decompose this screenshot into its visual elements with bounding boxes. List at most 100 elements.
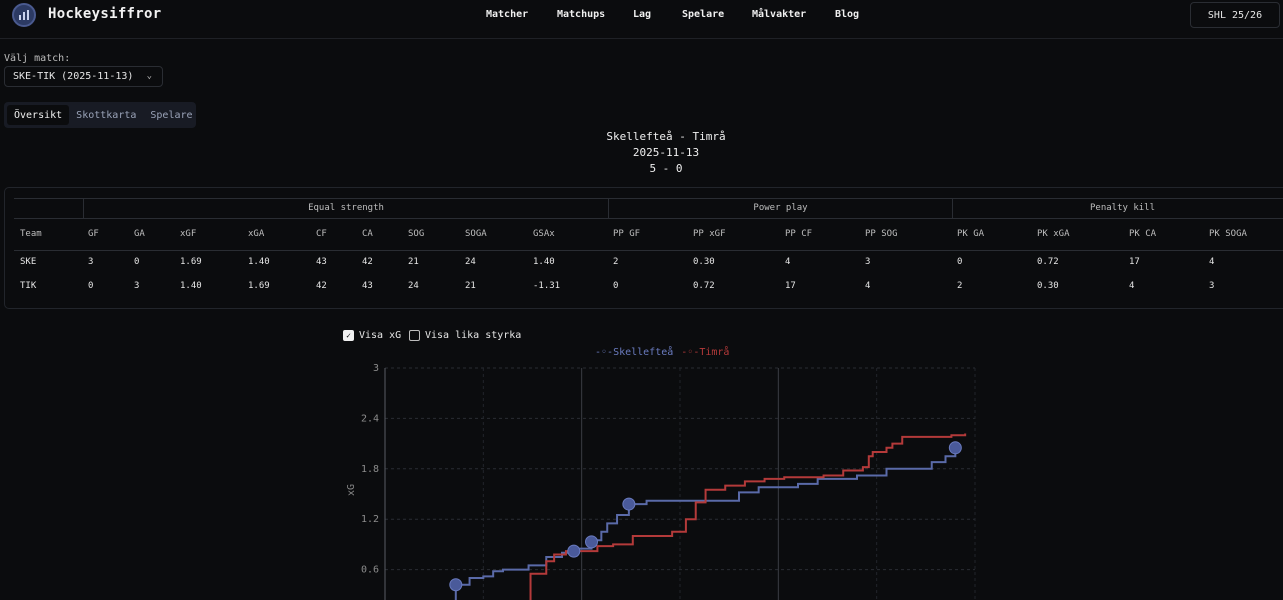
match-select[interactable]: SKE-TIK (2025-11-13) ⌄ [4,66,163,87]
column-header: PK xGA [1037,229,1070,239]
match-teams: Skellefteå - Timrå [606,130,726,143]
column-header: SOG [408,229,425,239]
chart-grid [384,367,976,600]
column-header: SOGA [465,229,487,239]
toggle-show-xg[interactable]: ✓ Visa xG [343,330,401,341]
chart-markers [449,441,962,592]
match-select-value: SKE-TIK (2025-11-13) [13,71,134,82]
legend-label-tik: Timrå [699,347,730,358]
stat-cell: 2 [957,281,963,291]
column-header: CF [316,229,327,239]
y-tick-label: 1.8 [361,464,379,475]
stat-cell: 0.72 [1037,257,1059,267]
stat-cell: 1.69 [248,281,270,291]
stat-cell: 21 [408,257,419,267]
stat-cell: 43 [362,281,373,291]
view-tabs: Översikt Skottkarta Spelare [4,102,196,128]
legend-label-ske: Skellefteå [613,347,674,358]
stat-cell: 0.30 [1037,281,1059,291]
legend-item-ske[interactable]: -◦- Skellefteå [595,347,674,358]
stat-cell: 43 [316,257,327,267]
stat-cell: 24 [465,257,476,267]
stat-cell: 4 [1129,281,1135,291]
stat-cell: 3 [88,257,94,267]
season-select[interactable]: SHL 25/26 [1190,2,1280,28]
column-header: GSAx [533,229,555,239]
column-header: PK CA [1129,229,1157,239]
stat-cell: 1.40 [248,257,270,267]
goal-marker [449,578,463,592]
nav-lag[interactable]: Lag [633,9,652,20]
stat-cell: 21 [465,281,476,291]
stat-cell: 0.30 [693,257,715,267]
y-axis-label: xG [346,484,357,496]
stat-cell: 1.69 [180,257,202,267]
nav-malvakter[interactable]: Målvakter [752,9,807,20]
column-header: CA [362,229,373,239]
column-header: PK GA [957,229,985,239]
logo-icon[interactable] [12,3,36,27]
y-tick-label: 1.2 [361,514,379,525]
group-penalty-kill: Penalty kill [952,198,1283,218]
team-cell: TIK [20,281,37,291]
nav-spelare[interactable]: Spelare [682,9,725,20]
goal-marker [585,535,598,549]
stat-cell: 4 [785,257,791,267]
stat-cell: 1.40 [180,281,202,291]
tab-spelare[interactable]: Spelare [150,109,193,121]
divider [14,250,1283,251]
checkbox-unchecked-icon[interactable] [409,330,420,341]
toggle-show-even-label: Visa lika styrka [425,330,522,341]
y-tick-label: 3 [373,363,379,374]
chart-lines [454,433,967,600]
stat-cell: 0 [134,257,140,267]
stat-cell: 3 [1209,281,1215,291]
match-score: 5 - 0 [649,162,683,175]
stat-cell: 24 [408,281,419,291]
toggle-show-xg-label: Visa xG [359,330,402,341]
stat-cell: 42 [362,257,373,267]
top-navbar: Hockeysiffror Matcher Matchups Lag Spela… [0,0,1283,39]
xg-chart: 0.6 1.2 1.8 2.4 3 xG [346,363,976,600]
column-header: GF [88,229,99,239]
series-line-tik [529,433,967,600]
stat-cell: 4 [1209,257,1215,267]
nav-matchups[interactable]: Matchups [557,9,606,20]
stats-card [4,187,1283,309]
column-header: xGA [248,229,265,239]
column-header: PP xGF [693,229,726,239]
nav-blog[interactable]: Blog [835,9,860,20]
group-power-play: Power play [608,198,952,218]
column-header: PK SOGA [1209,229,1247,239]
stat-cell: 1.40 [533,257,555,267]
divider [14,218,1283,219]
column-header: xGF [180,229,197,239]
column-header: PP GF [613,229,641,239]
column-header: PP CF [785,229,813,239]
match-date: 2025-11-13 [632,146,700,159]
group-equal-strength: Equal strength [83,198,608,218]
tab-skottkarta[interactable]: Skottkarta [76,109,137,121]
tab-oversikt[interactable]: Översikt [7,105,70,125]
stat-cell: 0 [957,257,963,267]
column-header: GA [134,229,145,239]
stat-cell: 42 [316,281,327,291]
y-tick-label: 2.4 [361,413,379,424]
goal-marker [622,497,636,511]
checkbox-checked-icon[interactable]: ✓ [343,330,354,341]
legend-item-tik[interactable]: -◦- Timrå [681,347,730,358]
match-select-label: Välj match: [4,53,71,64]
stat-cell: 2 [613,257,619,267]
stat-cell: 0 [613,281,619,291]
stat-cell: -1.31 [533,281,561,291]
stat-cell: 4 [865,281,871,291]
stat-cell: 17 [785,281,796,291]
brand-name[interactable]: Hockeysiffror [48,6,162,22]
toggle-show-even[interactable]: Visa lika styrka [409,330,521,341]
chart-axis: 0.6 1.2 1.8 2.4 3 xG [346,363,386,600]
nav-matcher[interactable]: Matcher [486,9,529,20]
stat-cell: 17 [1129,257,1140,267]
stat-cell: 0.72 [693,281,715,291]
divider [14,198,1283,199]
chart-legend: -◦- Skellefteå -◦- Timrå [595,347,729,358]
